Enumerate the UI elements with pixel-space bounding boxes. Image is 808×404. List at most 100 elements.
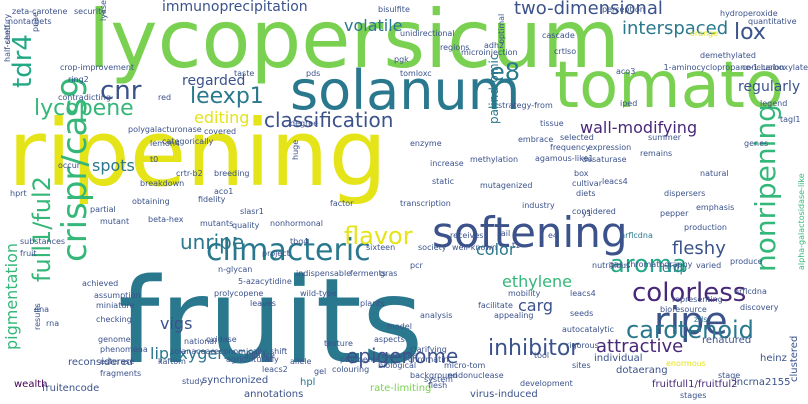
cloud-word: mutagenized [480,181,533,190]
cloud-word: alpha-galactosidase-like [797,173,806,270]
cloud-word: discovery [740,303,779,312]
cloud-word: hpl [300,377,316,388]
cloud-word: lycopene [34,96,134,121]
cloud-word: inhibitor [488,336,580,361]
cloud-word: factor [330,199,354,208]
cloud-word: renatured [702,335,752,346]
cloud-word: shift [270,347,288,356]
cloud-word: chromatin [408,355,449,364]
cloud-word: rate-limiting [370,383,432,394]
cloud-word: hprt [10,189,27,198]
cloud-word: national [184,337,217,346]
cloud-word: t0 [150,155,159,164]
cloud-word: assumption [94,291,141,300]
cloud-word: dispersers [664,189,706,198]
cloud-word: bisulfite [378,5,410,14]
cloud-word: clustered [789,335,800,382]
cloud-word: immunoprecipitation [162,0,308,15]
cloud-word: colouring [332,365,370,374]
cloud-word: beta-hex [148,215,184,224]
cloud-word: frequency [550,143,591,152]
cloud-word: methylation [470,155,519,164]
cloud-word: phytoene [340,355,378,364]
cloud-word: summer [648,133,682,142]
cloud-word: prolycopene [214,289,264,298]
cloud-word: solanum [290,59,521,122]
cloud-word: background [410,371,458,380]
cloud-word: pds [306,69,321,78]
cloud-word: sixteen [366,243,396,252]
cloud-word: tomloxc [400,69,432,78]
cloud-word: t1 [512,241,521,250]
cloud-word: leaves [250,299,276,308]
cloud-word: kaftom [158,357,186,366]
cloud-word: volatile [344,16,403,35]
cloud-word: microinjection [461,48,518,57]
cloud-word: agamous-like1 [535,154,594,163]
cloud-word: vigs [160,314,193,333]
cloud-word: orange [690,29,719,38]
cloud-word: project [262,249,290,258]
cloud-word: crtr-b2 [176,169,203,178]
cloud-word: embrace [518,135,554,144]
cloud-word: emphasis [696,203,735,212]
cloud-word: agriculturally [226,355,279,364]
cloud-word: iped [620,99,638,108]
cloud-word: nrflcdna [734,287,767,296]
cloud-word: huge [291,139,300,160]
cloud-word: categorically [162,137,214,146]
cloud-word: enzyme [410,139,442,148]
cloud-word: e8 [490,58,521,86]
cloud-word: pigmentation [2,242,21,350]
cloud-word: nonripening [749,104,782,272]
cloud-word: zds [694,315,708,324]
cloud-word: alliance [244,351,275,360]
cloud-word: slasr1 [240,207,264,216]
cloud-word: plants [360,299,385,308]
cloud-word: virus-induced [470,389,538,400]
cloud-word: climacteric [206,233,371,268]
cloud-word: rigorous [566,341,599,350]
cloud-word: ripening [8,100,387,207]
cloud-word: system [424,375,453,384]
cloud-word: strategy-from [498,101,553,110]
cloud-word: genes [744,139,769,148]
cloud-word: rna [46,319,60,328]
cloud-word: epigenome [346,344,459,368]
cloud-word: conclusion [742,63,785,72]
cloud-word: fruitencode [42,383,100,394]
cloud-word: tbg4 [290,237,309,246]
cloud-word: model [387,322,412,331]
cloud-word: texture [324,339,353,348]
cloud-word: tomato [554,49,785,123]
cloud-word: industry [522,201,555,210]
cloud-word: dotaerang [616,365,668,376]
cloud-word: e4 [548,231,559,240]
cloud-word: bioresource [660,305,707,314]
cloud-word: fleshy [672,238,726,259]
cloud-word: mutant [100,217,130,226]
cloud-word: nrflcdna [620,231,653,240]
cloud-word: pepper [660,209,689,218]
cloud-word: ripe [654,299,728,343]
cloud-word: hydroperoxide [720,9,778,18]
cloud-word: expression [588,143,632,152]
cloud-word: tool [534,351,550,360]
cloud-word: regularly [738,79,801,95]
cloud-word: aroma [610,250,687,278]
cloud-word: biological [378,361,417,370]
cloud-word: tagl1 [780,115,801,124]
cloud-word: results [33,303,42,330]
cloud-word: aco1 [214,187,234,196]
cloud-word: analysis [420,311,453,320]
cloud-word: carg [518,296,554,315]
cloud-word: polygalacturonase [128,125,202,134]
cloud-word: heinz [760,353,787,364]
cloud-word: y1 [582,209,592,218]
cloud-word: security [74,7,106,16]
cloud-word: interspaced [622,18,729,39]
cloud-word: society [418,243,447,252]
cloud-word: gel [314,367,327,376]
cloud-word: breeding [214,169,250,178]
